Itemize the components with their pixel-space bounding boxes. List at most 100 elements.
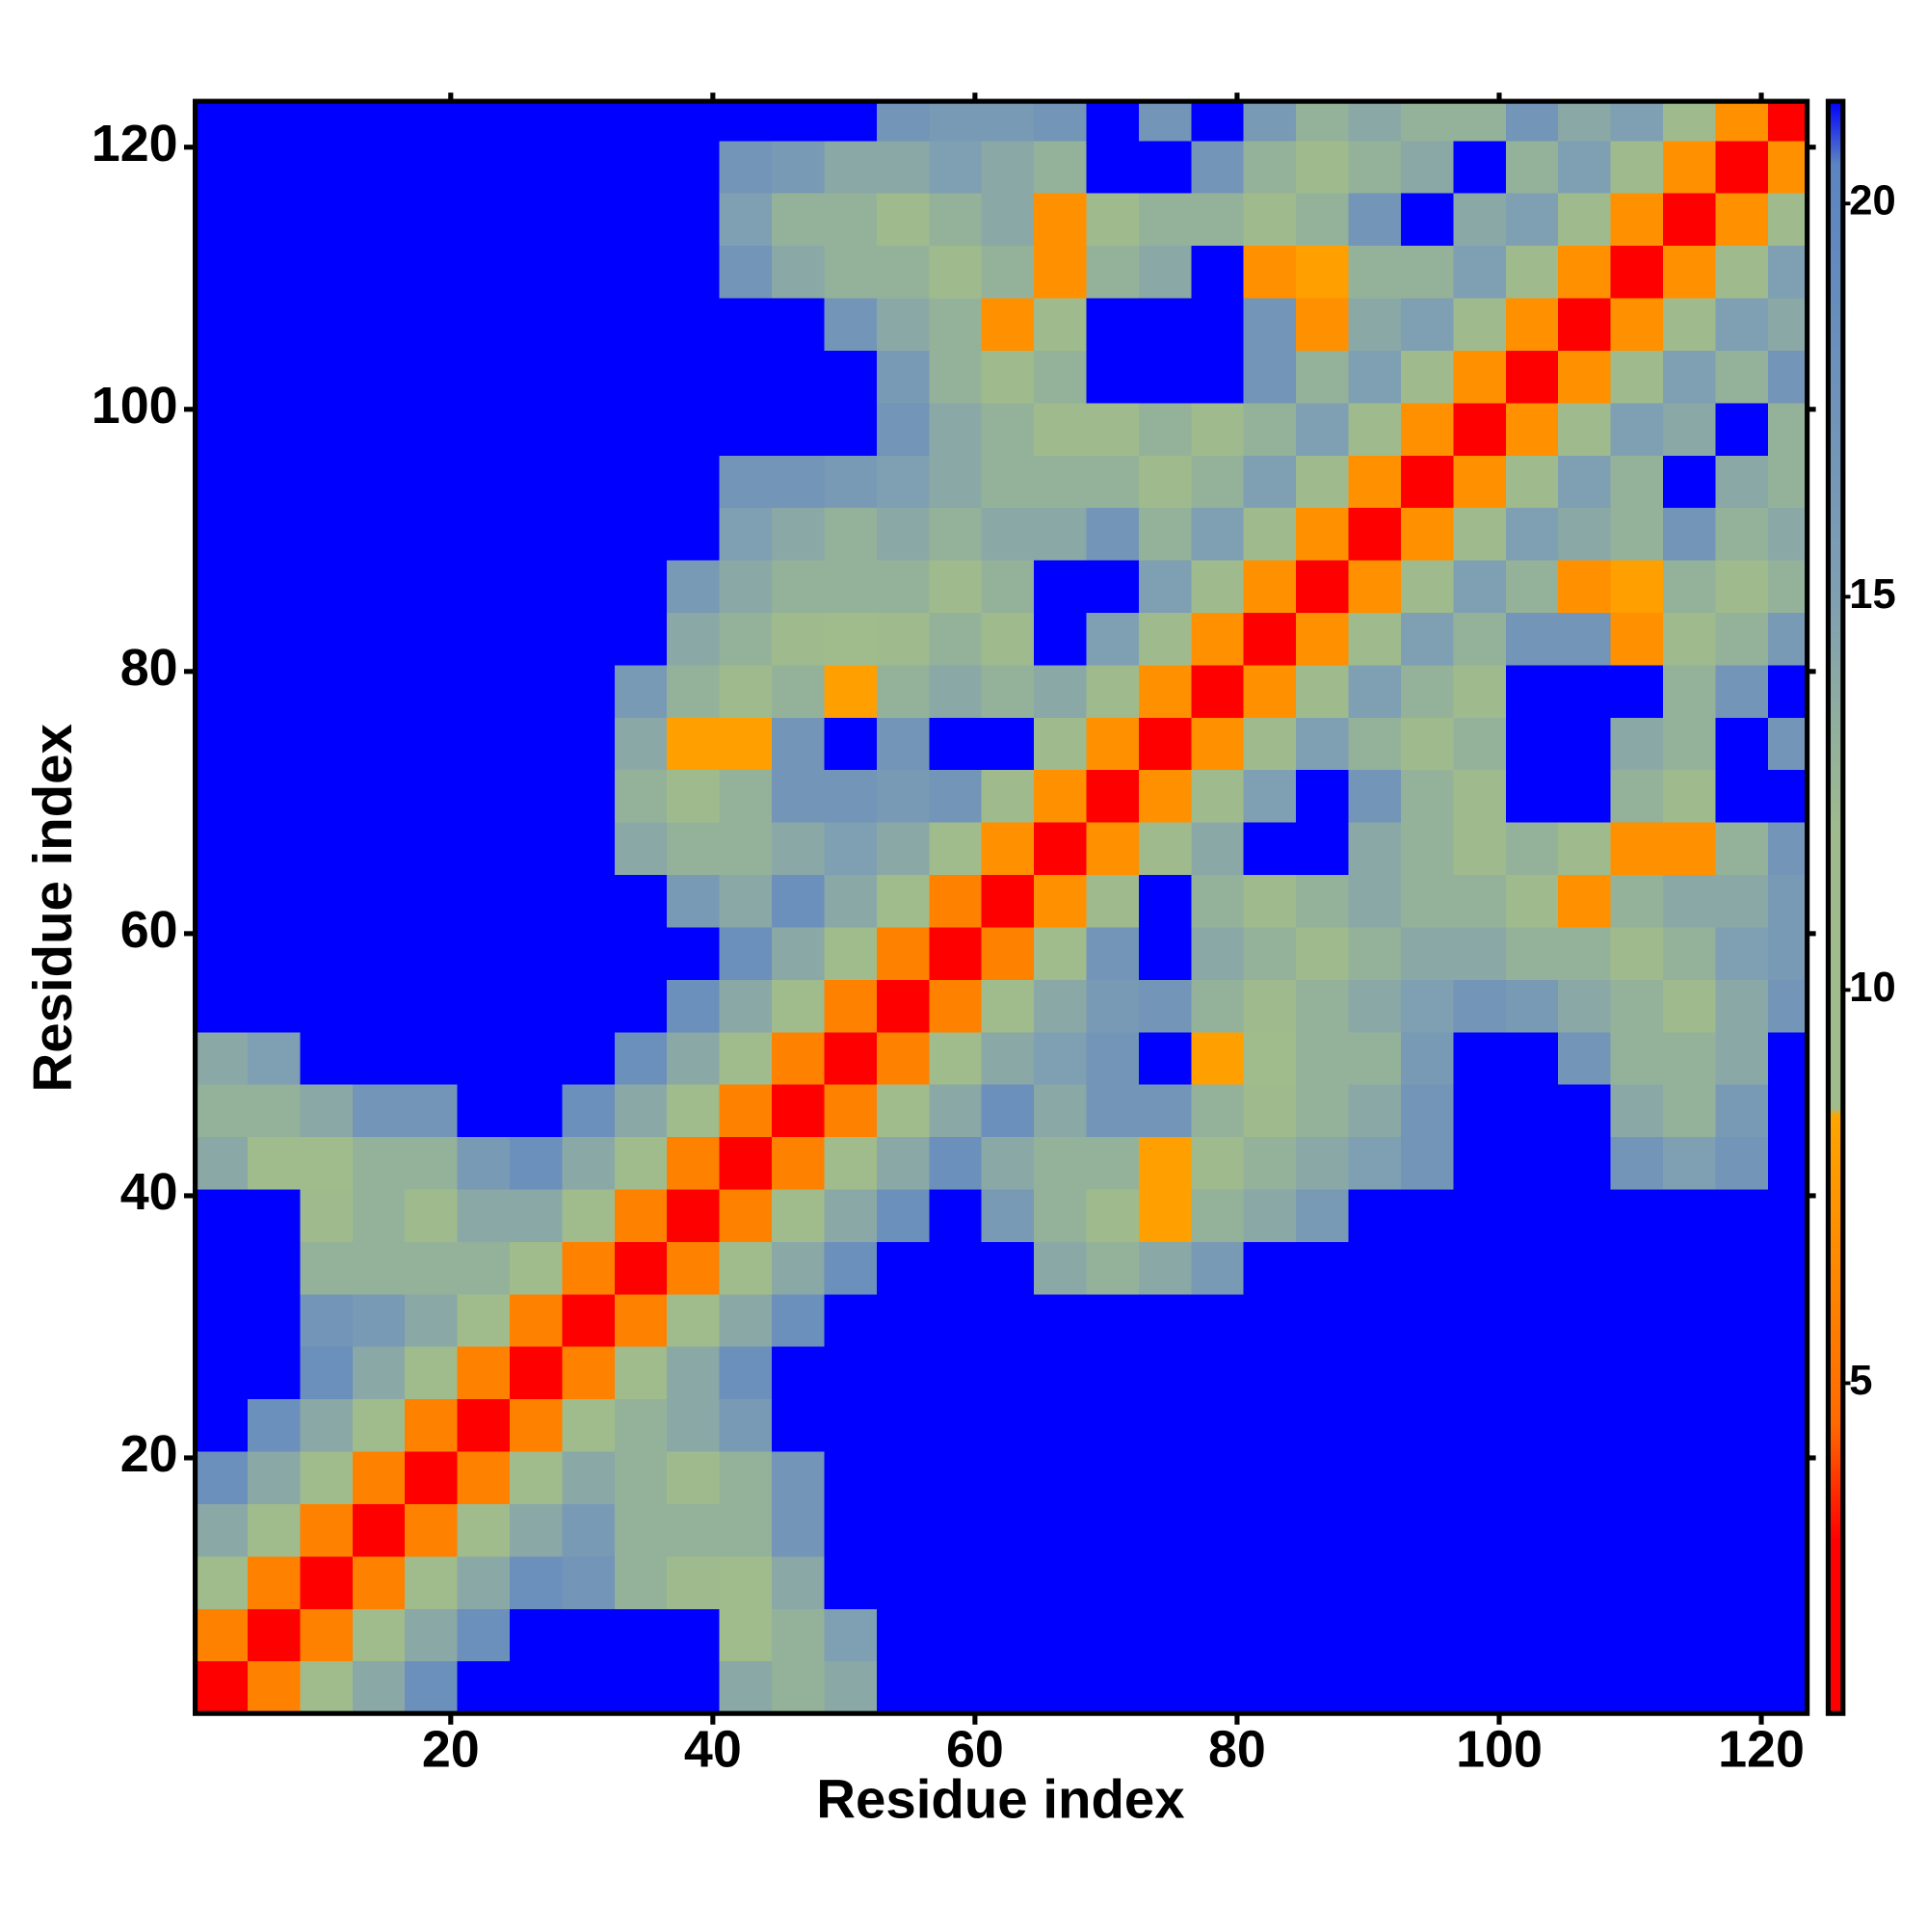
heatmap-cell — [510, 1241, 563, 1295]
heatmap-cell — [824, 560, 878, 614]
heatmap-cell — [457, 402, 511, 456]
heatmap-cell — [929, 1555, 983, 1609]
heatmap-cell — [1034, 1241, 1087, 1295]
heatmap-cell — [1034, 717, 1087, 771]
heatmap-cell — [1767, 1503, 1808, 1557]
heatmap-cell — [929, 1608, 983, 1662]
heatmap-cell — [300, 455, 354, 509]
heatmap-cell — [772, 1555, 825, 1609]
heatmap-cell — [824, 507, 878, 561]
heatmap-cell — [300, 1031, 354, 1085]
heatmap-cell — [1034, 101, 1087, 142]
heatmap-cell — [1453, 1660, 1507, 1714]
heatmap-cell — [614, 350, 668, 404]
heatmap-cell — [1348, 1608, 1402, 1662]
heatmap-cell — [1715, 1346, 1769, 1400]
heatmap-cell — [1505, 350, 1559, 404]
heatmap-cell — [1400, 1503, 1454, 1557]
heatmap-cell — [1191, 1031, 1245, 1085]
heatmap-cell — [876, 402, 930, 456]
heatmap-cell — [1610, 612, 1664, 666]
heatmap-cell — [1086, 927, 1140, 980]
heatmap-cell — [1348, 1084, 1402, 1138]
heatmap-cell — [719, 1189, 773, 1242]
heatmap-cell — [1610, 874, 1664, 928]
heatmap-cell — [876, 1503, 930, 1557]
heatmap-cell — [405, 560, 458, 614]
heatmap-cell — [772, 1608, 825, 1662]
heatmap-cell — [824, 769, 878, 823]
heatmap-cell — [614, 979, 668, 1033]
heatmap-cell — [300, 350, 354, 404]
heatmap-cell — [981, 245, 1035, 299]
heatmap-cell — [981, 822, 1035, 876]
heatmap-cell — [405, 1660, 458, 1714]
heatmap-cell — [1138, 1084, 1192, 1138]
heatmap-cell — [1558, 101, 1611, 142]
heatmap-cell — [247, 612, 301, 666]
heatmap-cell — [195, 140, 249, 194]
heatmap-cell — [1505, 665, 1559, 718]
heatmap-cell — [614, 560, 668, 614]
heatmap-cell — [876, 1346, 930, 1400]
heatmap-cell — [1610, 402, 1664, 456]
heatmap-cell — [1191, 507, 1245, 561]
heatmap-cell — [981, 560, 1035, 614]
heatmap-cell — [405, 979, 458, 1033]
heatmap-cell — [457, 769, 511, 823]
heatmap-cell — [1505, 1293, 1559, 1347]
heatmap-cell — [457, 298, 511, 351]
heatmap-cell — [457, 927, 511, 980]
heatmap-cell — [457, 1346, 511, 1400]
heatmap-cell — [1453, 350, 1507, 404]
heatmap-cell — [195, 1555, 249, 1609]
heatmap-cell — [876, 193, 930, 247]
x-tick-label: 120 — [1718, 1720, 1805, 1778]
heatmap-cell — [352, 1084, 406, 1138]
heatmap-cell — [1715, 1398, 1769, 1452]
heatmap-cell — [1086, 1398, 1140, 1452]
heatmap-cell — [1767, 1660, 1808, 1714]
heatmap-cell — [1296, 1136, 1349, 1190]
heatmap-cell — [1558, 455, 1611, 509]
heatmap-cell — [1505, 560, 1559, 614]
heatmap-cell — [667, 717, 721, 771]
heatmap-cell — [1296, 1503, 1349, 1557]
heatmap-cell — [457, 1555, 511, 1609]
heatmap-cell — [1296, 101, 1349, 142]
heatmap-cell — [300, 193, 354, 247]
heatmap-cell — [352, 350, 406, 404]
heatmap-cell — [1348, 822, 1402, 876]
heatmap-cell — [510, 1608, 563, 1662]
heatmap-cell — [1138, 140, 1192, 194]
heatmap-cell — [614, 1451, 668, 1504]
heatmap-cell — [1296, 1555, 1349, 1609]
heatmap-cell — [1767, 822, 1808, 876]
heatmap-cell — [1191, 140, 1245, 194]
heatmap-cell — [562, 1503, 616, 1557]
heatmap-cell — [195, 1660, 249, 1714]
heatmap-cell — [1034, 665, 1087, 718]
heatmap-cell — [405, 1346, 458, 1400]
heatmap-cell — [352, 402, 406, 456]
heatmap-cell — [614, 717, 668, 771]
heatmap-cell — [247, 1031, 301, 1085]
heatmap-cell — [247, 245, 301, 299]
heatmap-cell — [876, 612, 930, 666]
heatmap-cell — [457, 101, 511, 142]
heatmap-cell — [1400, 769, 1454, 823]
heatmap-cell — [1663, 1031, 1716, 1085]
heatmap-cell — [1348, 1503, 1402, 1557]
heatmap-cell — [1086, 1136, 1140, 1190]
heatmap-cell — [1767, 350, 1808, 404]
heatmap-cell — [1191, 1189, 1245, 1242]
heatmap-cell — [824, 1451, 878, 1504]
heatmap-cell — [1400, 1189, 1454, 1242]
heatmap-cell — [981, 874, 1035, 928]
heatmap-cell — [929, 822, 983, 876]
heatmap-cell — [562, 822, 616, 876]
heatmap-cell — [1610, 1608, 1664, 1662]
heatmap-cell — [1243, 101, 1297, 142]
heatmap-cell — [1138, 665, 1192, 718]
heatmap-cell — [195, 1503, 249, 1557]
